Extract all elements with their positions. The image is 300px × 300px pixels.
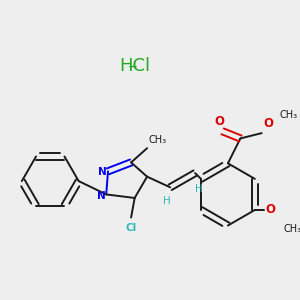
Text: CH₃: CH₃ [283,224,300,234]
Text: HCl: HCl [119,57,150,75]
Text: H: H [163,196,170,206]
Text: Cl: Cl [125,223,137,233]
Text: H: H [195,184,203,194]
Text: CH₃: CH₃ [149,135,167,145]
Text: O: O [263,117,274,130]
Text: –: – [117,57,149,75]
Text: O: O [266,203,275,217]
Text: O: O [214,115,224,128]
Text: N: N [98,167,107,177]
Text: CH₃: CH₃ [280,110,298,120]
Text: N: N [98,191,106,201]
